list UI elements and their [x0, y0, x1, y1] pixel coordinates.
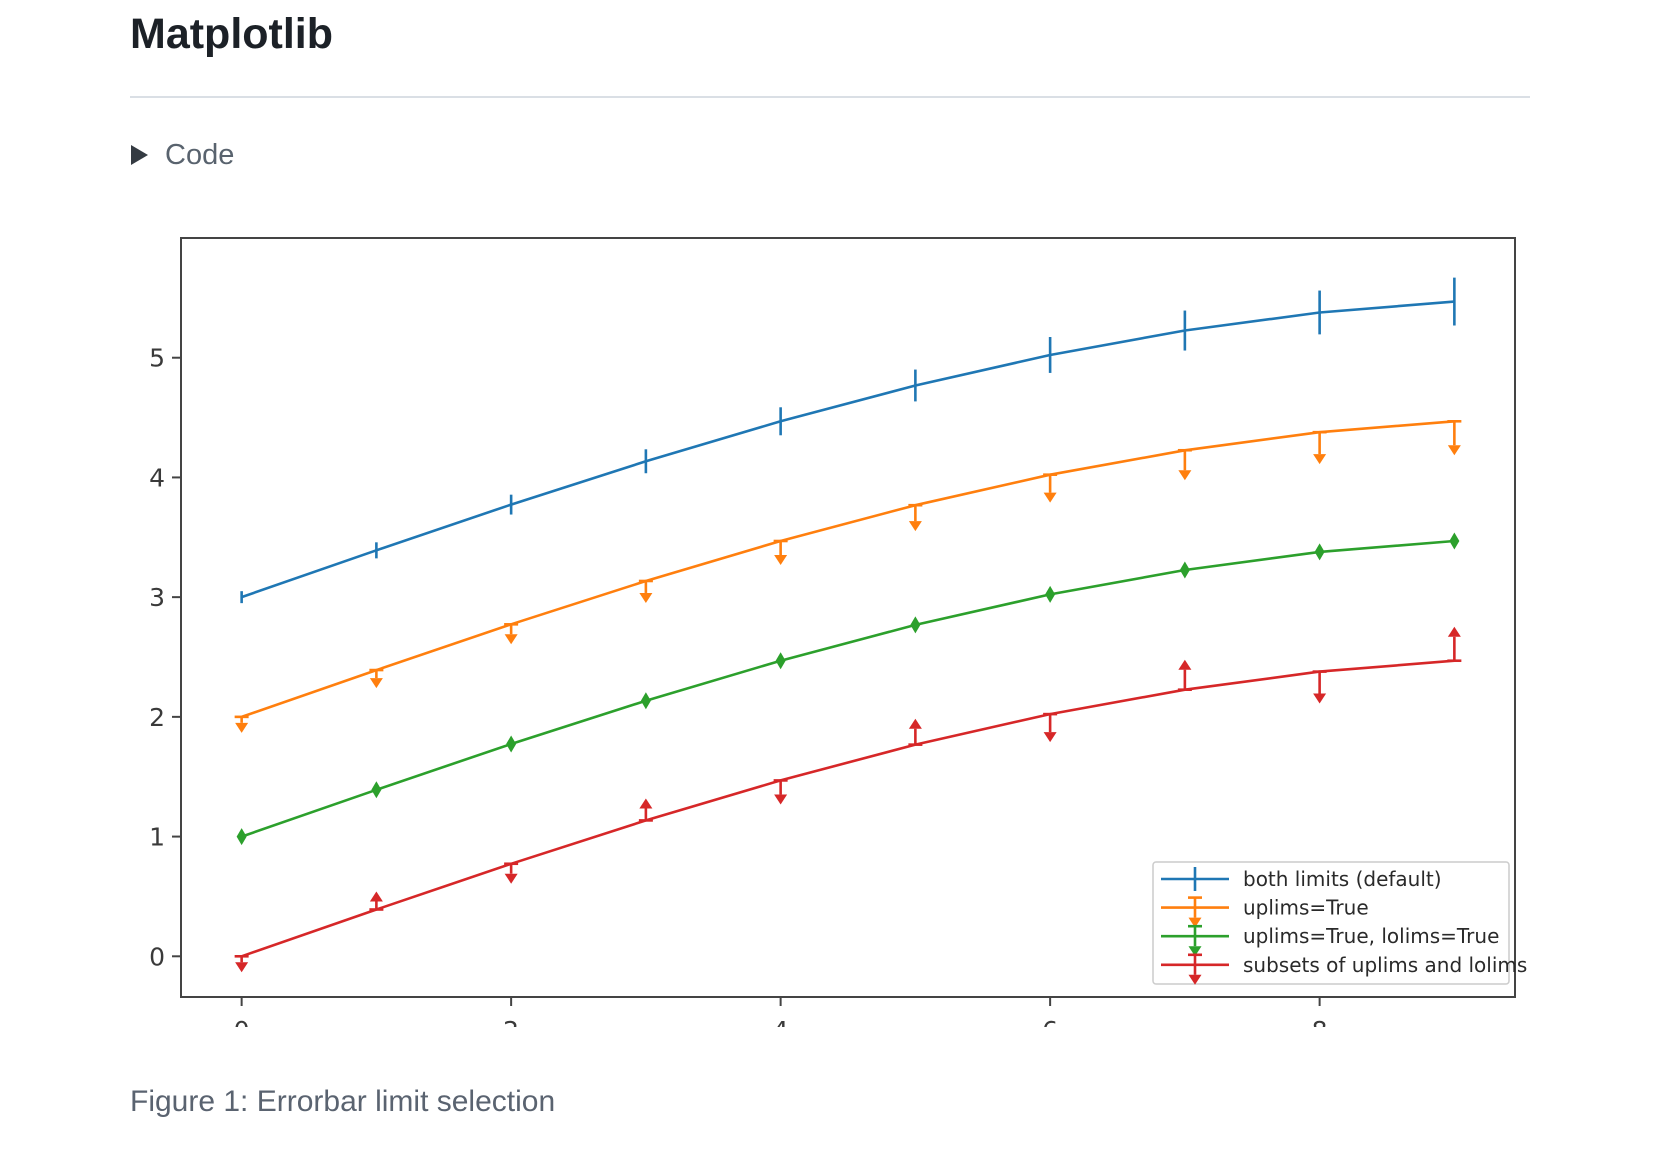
svg-text:4: 4 [773, 1016, 789, 1027]
legend-entry: uplims=True [1161, 896, 1369, 928]
series-uplims [234, 419, 1462, 733]
legend-entry: subsets of uplims and lolims [1161, 953, 1527, 985]
code-toggle-label: Code [165, 138, 235, 171]
series-alternating [234, 626, 1462, 973]
series-uplims-lolims [236, 532, 1460, 846]
svg-text:uplims=True, lolims=True: uplims=True, lolims=True [1243, 924, 1499, 948]
legend: both limits (default) uplims=True uplims=T… [1152, 861, 1527, 985]
series-both-bars [240, 277, 1456, 604]
svg-text:1: 1 [150, 823, 165, 852]
svg-text:subsets of uplims and lolims: subsets of uplims and lolims [1243, 953, 1527, 977]
errorbar-chart: 0 2 4 6 8 0 1 2 3 4 5 both limits (default) uplims=T… [149, 237, 1527, 1045]
svg-text:6: 6 [1042, 1016, 1058, 1027]
svg-text:both limits (default): both limits (default) [1243, 867, 1442, 891]
svg-text:3: 3 [150, 583, 165, 612]
x-axis-ticks: 0 2 4 6 8 [234, 997, 1328, 1045]
disclosure-triangle-icon [131, 145, 148, 165]
svg-text:5: 5 [150, 344, 165, 373]
y-axis-ticks: 0 1 2 3 4 5 [149, 344, 181, 971]
page-title: Matplotlib [130, 10, 334, 58]
figure-caption: Figure 1: Errorbar limit selection [130, 1085, 556, 1118]
divider [130, 96, 1530, 98]
plot-border [180, 237, 1516, 998]
code-disclosure-toggle[interactable]: Code [131, 137, 234, 173]
svg-text:0: 0 [234, 1016, 250, 1027]
svg-text:uplims=True: uplims=True [1243, 896, 1369, 920]
legend-entry: uplims=True, lolims=True [1161, 924, 1499, 957]
svg-text:2: 2 [150, 703, 165, 732]
svg-text:4: 4 [150, 463, 165, 492]
figure-container: 0 2 4 6 8 0 1 2 3 4 5 both limits (default) uplims=T… [149, 212, 1550, 1045]
svg-text:8: 8 [1312, 1016, 1328, 1027]
legend-entry: both limits (default) [1161, 867, 1442, 891]
svg-text:2: 2 [503, 1016, 519, 1027]
svg-text:0: 0 [150, 942, 165, 971]
